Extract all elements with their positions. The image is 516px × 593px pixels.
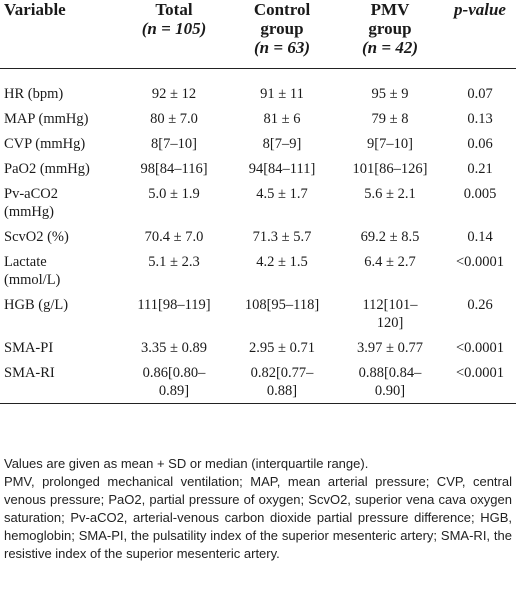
table-row: SMA-PI 3.35 ± 0.89 2.95 ± 0.71 3.97 ± 0.77 <… bbox=[0, 335, 516, 360]
cell-pmv: 69.2 ± 8.5 bbox=[360, 228, 420, 245]
header-pmv-n: (n = 42) bbox=[362, 38, 418, 57]
cell-pmv: 6.4 ± 2.7 bbox=[364, 253, 416, 270]
cell-total: 3.35 ± 0.89 bbox=[141, 339, 207, 356]
cell-p-value: 0.06 bbox=[467, 135, 493, 152]
cell-control: 94[84–111] bbox=[248, 160, 316, 177]
cell-p-value: 0.21 bbox=[467, 160, 493, 177]
table-row: SMA-RI 0.86[0.80–0.89] 0.82[0.77–0.88] 0.88… bbox=[0, 360, 516, 404]
cell-control: 81 ± 6 bbox=[263, 110, 301, 127]
cell-p-value: 0.13 bbox=[467, 110, 493, 127]
cell-variable: MAP (mmHg) bbox=[4, 110, 89, 127]
cell-variable: Pv-aCO2 (mmHg) bbox=[4, 185, 58, 220]
cell-pmv: 3.97 ± 0.77 bbox=[357, 339, 423, 356]
header-p-value: p-value bbox=[454, 0, 506, 19]
header-total-n: (n = 105) bbox=[141, 19, 207, 38]
cell-pmv: 95 ± 9 bbox=[371, 85, 409, 102]
header-pmv-label: PMV group bbox=[368, 0, 412, 38]
cell-total: 5.1 ± 2.3 bbox=[148, 253, 200, 270]
table-notes: Values are given as mean + SD or median … bbox=[4, 455, 512, 563]
cell-pmv: 0.88[0.84–0.90] bbox=[358, 364, 422, 399]
header-control-label: Control group bbox=[253, 0, 311, 38]
cell-control: 8[7–9] bbox=[262, 135, 302, 152]
cell-control: 4.2 ± 1.5 bbox=[256, 253, 308, 270]
cell-control: 108[95–118] bbox=[244, 296, 320, 313]
cell-total: 98[84–116] bbox=[140, 160, 208, 177]
cell-p-value: 0.07 bbox=[467, 85, 493, 102]
cell-control: 0.82[0.77–0.88] bbox=[250, 364, 314, 399]
cell-pmv: 112[101–120] bbox=[362, 296, 418, 331]
cell-total: 0.86[0.80–0.89] bbox=[142, 364, 206, 399]
table-header: Variable Total (n = 105) Control group (… bbox=[0, 0, 516, 81]
data-table: Variable Total (n = 105) Control group (… bbox=[0, 0, 516, 404]
table-row: Lactate (mmol/L) 5.1 ± 2.3 4.2 ± 1.5 6.4 ± … bbox=[0, 249, 516, 292]
header-control: Control group (n = 63) bbox=[228, 0, 336, 68]
cell-control: 2.95 ± 0.71 bbox=[249, 339, 315, 356]
cell-p-value: 0.26 bbox=[467, 296, 493, 313]
cell-variable: ScvO2 (%) bbox=[4, 228, 69, 245]
cell-p-value: 0.14 bbox=[467, 228, 493, 245]
table-row: HGB (g/L) 111[98–119] 108[95–118] 112[101–1… bbox=[0, 292, 516, 335]
note-values: Values are given as mean + SD or median … bbox=[4, 456, 369, 471]
cell-pmv: 9[7–10] bbox=[367, 135, 413, 152]
cell-p-value: <0.0001 bbox=[455, 364, 505, 381]
header-total: Total (n = 105) bbox=[120, 0, 228, 68]
cell-variable: SMA-RI bbox=[4, 364, 55, 381]
cell-variable: PaO2 (mmHg) bbox=[4, 160, 90, 177]
cell-total: 70.4 ± 7.0 bbox=[144, 228, 204, 245]
table-row: MAP (mmHg) 80 ± 7.0 81 ± 6 79 ± 8 0.13 bbox=[0, 106, 516, 131]
table-body: HR (bpm) 92 ± 12 91 ± 11 95 ± 9 0.07 MAP (mmH… bbox=[0, 81, 516, 404]
cell-p-value: <0.0001 bbox=[455, 339, 505, 356]
cell-control: 71.3 ± 5.7 bbox=[252, 228, 312, 245]
cell-variable: HR (bpm) bbox=[4, 85, 64, 102]
cell-variable: HGB (g/L) bbox=[4, 296, 69, 313]
header-pmv: PMV group (n = 42) bbox=[336, 0, 444, 68]
cell-variable: Lactate (mmol/L) bbox=[4, 253, 61, 288]
cell-pmv: 5.6 ± 2.1 bbox=[364, 185, 416, 202]
cell-variable: SMA-PI bbox=[4, 339, 54, 356]
cell-pmv: 79 ± 8 bbox=[371, 110, 409, 127]
table-row: CVP (mmHg) 8[7–10] 8[7–9] 9[7–10] 0.06 bbox=[0, 131, 516, 156]
cell-control: 91 ± 11 bbox=[260, 85, 304, 102]
cell-total: 111[98–119] bbox=[137, 296, 211, 313]
table-row: HR (bpm) 92 ± 12 91 ± 11 95 ± 9 0.07 bbox=[0, 81, 516, 106]
table-row: ScvO2 (%) 70.4 ± 7.0 71.3 ± 5.7 69.2 ± 8.5 0… bbox=[0, 224, 516, 249]
table-bottom-rule bbox=[0, 402, 516, 404]
header-total-label: Total bbox=[155, 0, 193, 19]
cell-total: 92 ± 12 bbox=[151, 85, 197, 102]
cell-pmv: 101[86–126] bbox=[352, 160, 428, 177]
header-control-n: (n = 63) bbox=[254, 38, 310, 57]
table-row: Pv-aCO2 (mmHg) 5.0 ± 1.9 4.5 ± 1.7 5.6 ± 2.… bbox=[0, 181, 516, 224]
cell-variable: CVP (mmHg) bbox=[4, 135, 86, 152]
note-abbreviations: PMV, prolonged mechanical ventilation; M… bbox=[4, 474, 512, 561]
cell-p-value: 0.005 bbox=[463, 185, 497, 202]
cell-total: 80 ± 7.0 bbox=[150, 110, 198, 127]
cell-p-value: <0.0001 bbox=[455, 253, 505, 270]
cell-total: 8[7–10] bbox=[151, 135, 197, 152]
cell-control: 4.5 ± 1.7 bbox=[256, 185, 308, 202]
header-variable: Variable bbox=[4, 0, 66, 19]
cell-total: 5.0 ± 1.9 bbox=[148, 185, 200, 202]
table-row: PaO2 (mmHg) 98[84–116] 94[84–111] 101[86–12… bbox=[0, 156, 516, 181]
